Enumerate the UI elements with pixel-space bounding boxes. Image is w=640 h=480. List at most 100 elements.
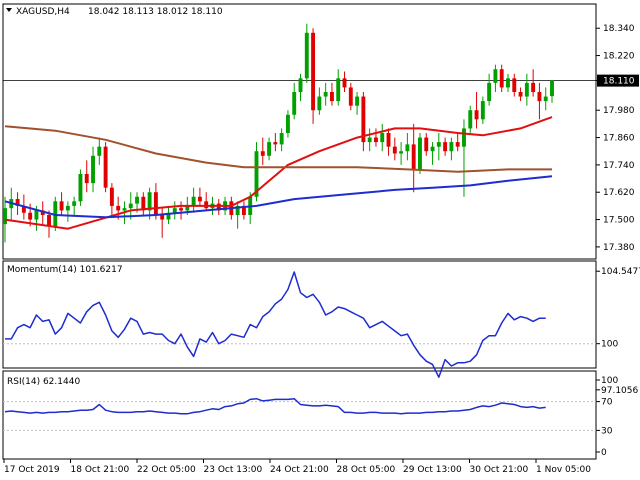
candle-body	[166, 212, 171, 220]
candle-body	[260, 151, 265, 156]
price-tick-label: 18.220	[603, 52, 635, 62]
main-pane-frame	[2, 3, 597, 260]
candle-body	[254, 151, 259, 197]
candle-body	[40, 210, 45, 215]
candle-body	[179, 208, 183, 211]
candle-body	[47, 215, 51, 227]
candle-body	[405, 144, 410, 152]
candle-body	[304, 32, 309, 79]
price-tick-label: 17.500	[603, 216, 635, 226]
price-tick-label: 17.620	[603, 188, 635, 198]
ma-fast-line	[4, 116, 553, 230]
rsi-tick-label: 70	[601, 398, 613, 408]
candle-body	[311, 32, 316, 111]
candle-body	[361, 96, 366, 143]
candle-body	[449, 142, 454, 152]
price-tick-label: 17.980	[603, 106, 635, 116]
candle-body	[336, 78, 341, 102]
candle-body	[455, 142, 460, 147]
candle-body	[462, 128, 466, 147]
candle-body	[487, 82, 492, 102]
candle-body	[480, 101, 485, 120]
price-tag-box	[597, 74, 639, 87]
candle-body	[204, 201, 209, 209]
candle-body	[15, 199, 20, 206]
price-tick-label: 17.740	[603, 161, 635, 171]
ohlc-readout: 18.042 18.113 18.012 18.110	[88, 7, 223, 17]
candle-body	[116, 205, 121, 211]
candle-body	[109, 187, 114, 206]
candle-body	[430, 146, 435, 152]
candle-body	[135, 196, 139, 204]
candle-body	[298, 78, 303, 92]
rsi-pane-frame	[2, 370, 597, 460]
momentum-line	[5, 271, 546, 378]
momentum-plot	[3, 271, 596, 378]
candle-body	[72, 201, 77, 206]
momentum-tick-label: 100	[601, 340, 618, 350]
candle-body	[380, 133, 385, 143]
candle-body	[386, 133, 391, 147]
time-tick-label: 1 Nov 05:00	[536, 465, 591, 475]
candle-body	[28, 212, 33, 220]
candle-body	[34, 210, 39, 220]
candle-body	[147, 192, 152, 211]
momentum-tick-label: 104.5477	[601, 267, 640, 277]
candle-body	[3, 208, 7, 225]
time-tick-label: 28 Oct 05:00	[337, 465, 396, 475]
momentum-tick-label: 97.1056	[601, 386, 638, 396]
candle-body	[273, 142, 278, 145]
rsi-line	[4, 397, 546, 415]
candle-body	[191, 196, 196, 206]
candle-body	[443, 142, 448, 152]
candle-body	[317, 96, 322, 111]
candle-body	[355, 96, 360, 106]
candle-body	[279, 133, 284, 145]
candle-body	[91, 155, 95, 184]
time-tick-label: 29 Oct 13:00	[403, 465, 462, 475]
collapse-triangle-icon[interactable]	[6, 8, 12, 12]
candle-body	[399, 151, 404, 154]
time-tick-label: 22 Oct 05:00	[137, 465, 196, 475]
candle-body	[21, 205, 26, 213]
momentum-label: Momentum(14) 101.6217	[7, 265, 123, 275]
time-tick-label: 24 Oct 21:00	[270, 465, 329, 475]
candle-body	[524, 82, 529, 97]
time-tick-label: 30 Oct 21:00	[470, 465, 529, 475]
candle-body	[342, 78, 347, 88]
price-tick-label: 18.340	[603, 24, 635, 34]
axes: 18.340 18.220 17.980 17.860 17.740 17.620 17.5…	[3, 24, 640, 475]
rsi-tick-label: 100	[601, 376, 618, 386]
ma-slow-line	[4, 125, 552, 173]
candle-body	[499, 69, 504, 88]
ma-mid-line	[4, 175, 553, 219]
candle-body	[267, 142, 272, 156]
candle-body	[59, 201, 64, 211]
candle-body	[474, 110, 479, 120]
rsi-tick-label: 0	[601, 448, 607, 458]
candle-body	[348, 87, 353, 106]
candle-body	[374, 137, 378, 143]
candle-body	[543, 96, 548, 102]
candle-body	[241, 205, 246, 215]
candle-body	[550, 80, 554, 97]
candle-body	[141, 196, 146, 211]
candle-body	[160, 215, 165, 220]
candle-body	[537, 92, 542, 102]
symbol-label: XAGUSD,H4	[16, 7, 70, 17]
rsi-tick-label: 30	[601, 426, 613, 436]
candle-body	[235, 205, 240, 215]
candle-body	[172, 208, 177, 213]
candle-body	[78, 174, 83, 202]
candle-body	[367, 137, 372, 143]
candle-body	[65, 205, 70, 211]
price-tag-label: 18.110	[603, 77, 635, 87]
momentum-pane-frame	[2, 260, 597, 369]
time-tick-label: 17 Oct 2019	[4, 465, 60, 475]
candle-body	[292, 92, 297, 115]
candle-body	[285, 114, 290, 133]
candle-body	[122, 208, 127, 211]
candle-body	[531, 82, 536, 92]
candle-body	[436, 142, 441, 147]
